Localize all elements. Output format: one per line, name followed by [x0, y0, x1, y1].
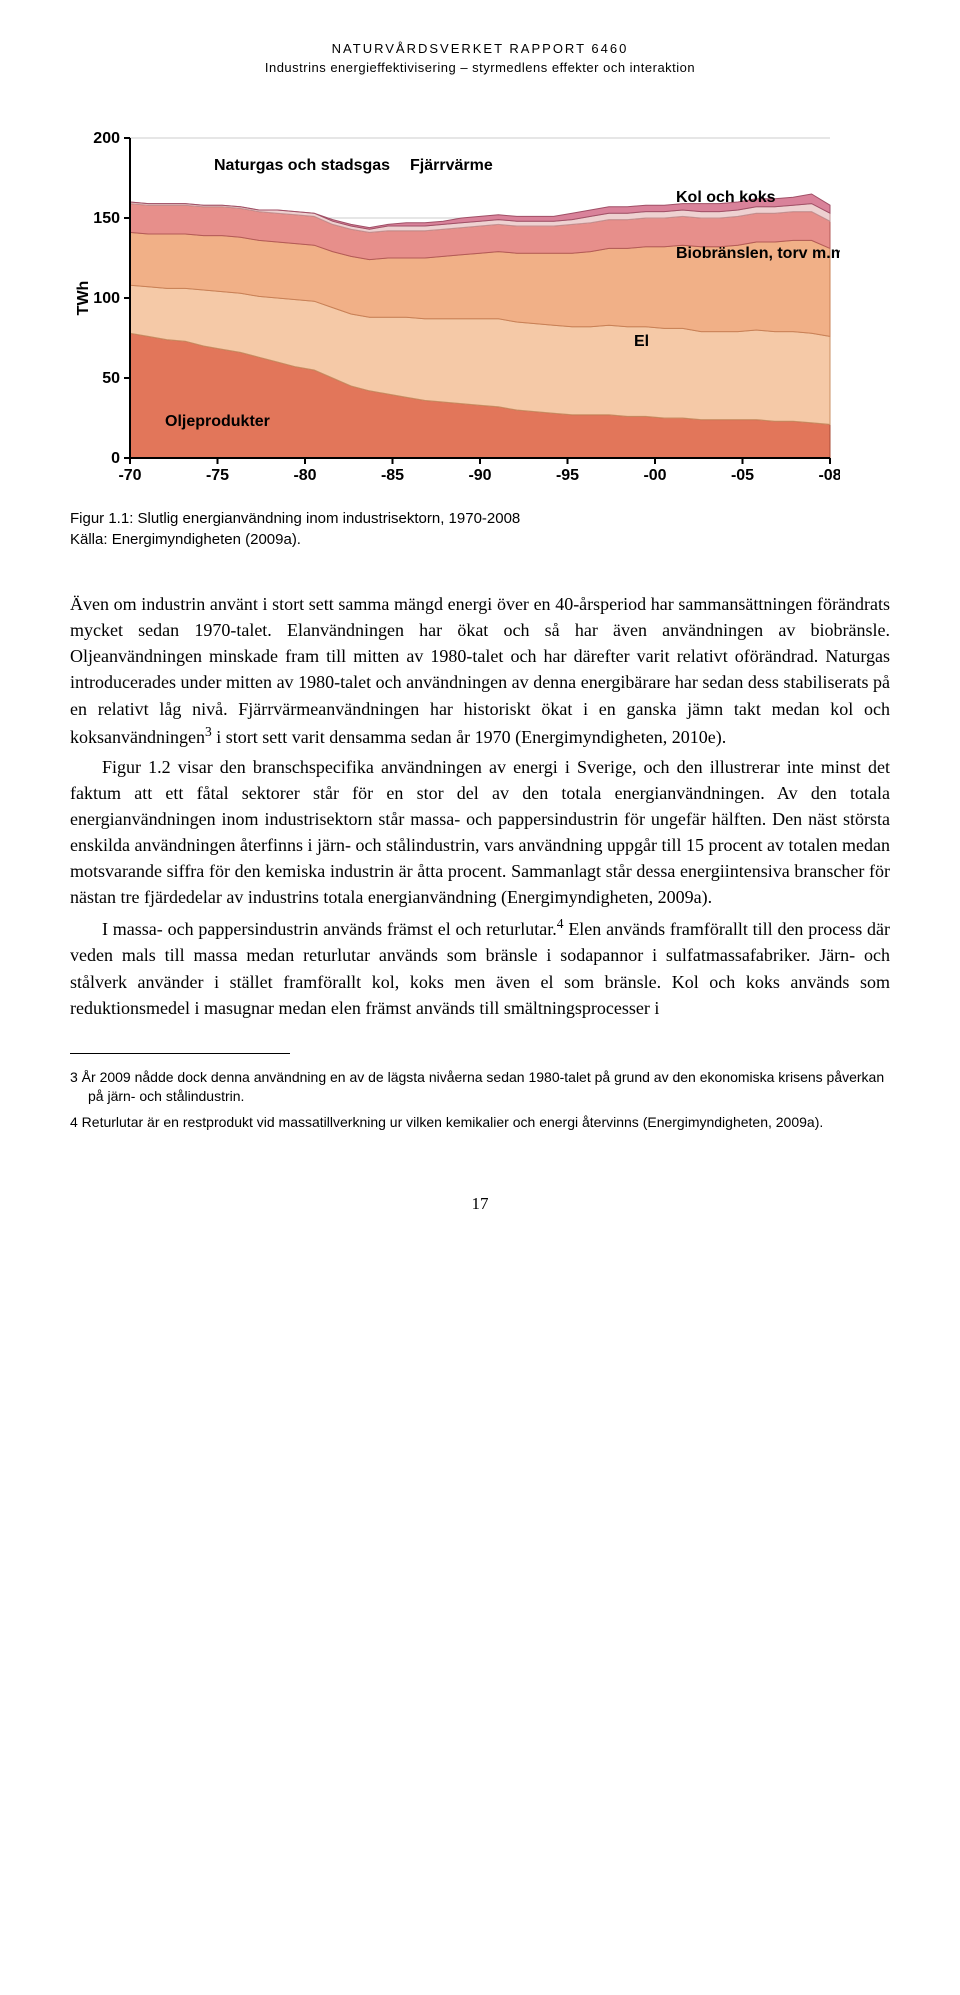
svg-text:Fjärrvärme: Fjärrvärme	[410, 157, 493, 174]
caption-line-1: Figur 1.1: Slutlig energianvändning inom…	[70, 508, 890, 530]
footnote-rule	[70, 1053, 290, 1062]
svg-text:El: El	[634, 333, 649, 350]
footnotes: 3 År 2009 nådde dock denna användning en…	[70, 1068, 890, 1133]
caption-line-2: Källa: Energimyndigheten (2009a).	[70, 529, 890, 551]
svg-text:100: 100	[93, 290, 120, 307]
body-paragraph-3: I massa- och pappersindustrin används fr…	[70, 914, 890, 1020]
header-line-1: NATURVÅRDSVERKET RAPPORT 6460	[70, 40, 890, 59]
svg-text:-85: -85	[381, 467, 404, 484]
svg-text:-00: -00	[643, 467, 666, 484]
svg-text:0: 0	[111, 450, 120, 467]
svg-text:-70: -70	[118, 467, 141, 484]
report-header: NATURVÅRDSVERKET RAPPORT 6460 Industrins…	[70, 40, 890, 78]
svg-text:-75: -75	[206, 467, 229, 484]
svg-text:50: 50	[102, 370, 120, 387]
svg-text:-90: -90	[468, 467, 491, 484]
svg-text:200: 200	[93, 130, 120, 147]
header-line-2: Industrins energieffektivisering – styrm…	[70, 59, 890, 78]
page-number: 17	[70, 1192, 890, 1217]
svg-text:Kol och koks: Kol och koks	[676, 189, 776, 206]
svg-text:-08: -08	[818, 467, 840, 484]
body-paragraph-2: Figur 1.2 visar den branschspecifika anv…	[70, 754, 890, 911]
svg-text:-95: -95	[556, 467, 579, 484]
svg-text:Oljeprodukter: Oljeprodukter	[165, 413, 270, 430]
figure-caption: Figur 1.1: Slutlig energianvändning inom…	[70, 508, 890, 552]
body-paragraph-1: Även om industrin använt i stort sett sa…	[70, 591, 890, 750]
svg-text:150: 150	[93, 210, 120, 227]
energy-stacked-area-chart: 0 50 100 150 200 -70 -75 -80 -85 -90 -95 -00 -05 -08 T…	[70, 128, 890, 488]
svg-text:-80: -80	[293, 467, 316, 484]
footnote-3: 3 År 2009 nådde dock denna användning en…	[70, 1068, 890, 1107]
svg-text:Naturgas och stadsgas: Naturgas och stadsgas	[214, 157, 390, 174]
svg-text:TWh: TWh	[75, 280, 92, 315]
svg-text:Biobränslen, torv m.m.: Biobränslen, torv m.m.	[676, 245, 840, 262]
footnote-4: 4 Returlutar är en restprodukt vid massa…	[70, 1113, 890, 1133]
svg-text:-05: -05	[731, 467, 754, 484]
